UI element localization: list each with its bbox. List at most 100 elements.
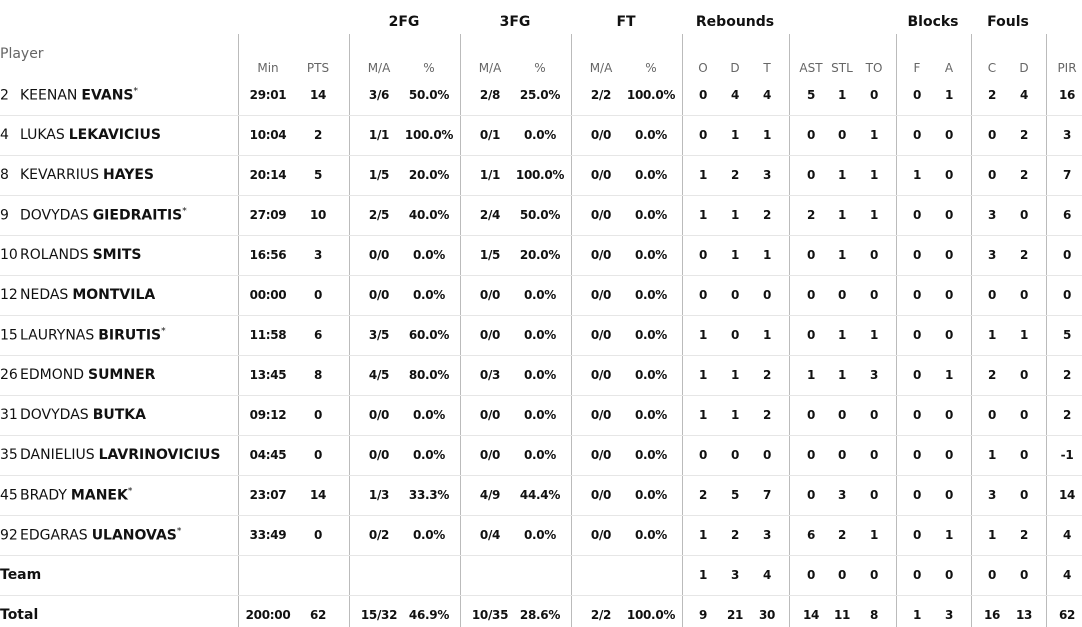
stat: 10 xyxy=(309,208,327,222)
stat: 0.0% xyxy=(523,528,557,542)
stat: 3 xyxy=(762,168,772,182)
stat: 2 xyxy=(1019,248,1029,262)
stat: 00:00 xyxy=(249,288,287,302)
stat: 60.0% xyxy=(408,328,450,342)
stat: 0 xyxy=(912,448,922,462)
stat: 100.0% xyxy=(626,88,676,102)
stat: 04:45 xyxy=(249,448,287,462)
stat: 0 xyxy=(806,408,816,422)
stat: 0 xyxy=(912,248,922,262)
stat: 11:58 xyxy=(249,328,287,342)
stat: 0/0 xyxy=(479,448,501,462)
stat: 0/0 xyxy=(590,168,612,182)
first-name: DOVYDAS xyxy=(20,407,89,423)
stat: 1 xyxy=(730,208,740,222)
stat: 13 xyxy=(1015,608,1033,622)
column-divider xyxy=(460,34,461,627)
stat: 0 xyxy=(869,568,879,582)
last-name: MANEK xyxy=(70,487,128,504)
stat: 0 xyxy=(987,168,997,182)
stat: 0 xyxy=(313,408,323,422)
stat: 2/2 xyxy=(590,88,612,102)
player-name: 92 EDGARAS ULANOVAS* xyxy=(0,527,181,544)
last-name: GIEDRAITIS xyxy=(92,207,183,224)
stat: 3 xyxy=(1062,128,1072,142)
stat: 3/6 xyxy=(368,88,390,102)
stat: 1 xyxy=(869,128,879,142)
stat: 0.0% xyxy=(634,368,668,382)
stat: 16 xyxy=(1058,88,1076,102)
stat: 0 xyxy=(1019,488,1029,502)
stat: 33:49 xyxy=(249,528,287,542)
player-name: 31 DOVYDAS BUTKA xyxy=(0,407,146,423)
stat: 100.0% xyxy=(404,128,454,142)
stat: 1 xyxy=(912,608,922,622)
number: 4 xyxy=(0,127,9,143)
last-name: SUMNER xyxy=(87,367,156,383)
starter-mark: * xyxy=(133,86,139,97)
number: 12 xyxy=(0,287,18,303)
column-header: D xyxy=(1019,61,1029,75)
stat: 10:04 xyxy=(249,128,287,142)
stat: 0 xyxy=(912,528,922,542)
row-divider xyxy=(0,555,1082,556)
player-name: 12 NEDAS MONTVILA xyxy=(0,287,155,303)
stat: 2/2 xyxy=(590,608,612,622)
stat: 20.0% xyxy=(408,168,450,182)
name: Total xyxy=(0,607,39,623)
first-name: DANIELIUS xyxy=(20,447,95,463)
number: 9 xyxy=(0,207,9,224)
stat: 16:56 xyxy=(249,248,287,262)
stat: 2 xyxy=(1062,408,1072,422)
stat: 1 xyxy=(1019,328,1029,342)
stat: -1 xyxy=(1060,448,1074,462)
stat: 0 xyxy=(912,128,922,142)
stat: 2/5 xyxy=(368,208,390,222)
row-divider xyxy=(0,115,1082,116)
stat: 0 xyxy=(1062,248,1072,262)
stat: 0 xyxy=(698,248,708,262)
stat: 0 xyxy=(806,328,816,342)
stat: 0/0 xyxy=(590,368,612,382)
stat: 6 xyxy=(1062,208,1072,222)
stat: 0 xyxy=(1019,408,1029,422)
player-name: Total xyxy=(0,607,38,623)
player-name: 15 LAURYNAS BIRUTIS* xyxy=(0,327,166,344)
stat: 14 xyxy=(1058,488,1076,502)
stat: 0 xyxy=(837,408,847,422)
stat: 4/9 xyxy=(479,488,501,502)
stat: 25.0% xyxy=(519,88,561,102)
stat: 0 xyxy=(313,288,323,302)
stat: 0 xyxy=(869,88,879,102)
stat: 0.0% xyxy=(523,328,557,342)
stat: 0/0 xyxy=(590,288,612,302)
stat: 2 xyxy=(837,528,847,542)
stat: 1/1 xyxy=(479,168,501,182)
stat: 14 xyxy=(802,608,820,622)
stat: 1 xyxy=(806,368,816,382)
row-divider xyxy=(0,515,1082,516)
stat: 1 xyxy=(698,408,708,422)
stat: 0/0 xyxy=(590,128,612,142)
stat: 0/3 xyxy=(479,368,501,382)
number: 31 xyxy=(0,407,18,423)
stat: 2 xyxy=(698,488,708,502)
stat: 1 xyxy=(698,168,708,182)
stat: 2 xyxy=(806,208,816,222)
stat: 21 xyxy=(726,608,744,622)
stat: 0.0% xyxy=(634,488,668,502)
stat: 46.9% xyxy=(408,608,450,622)
first-name: EDGARAS xyxy=(20,527,88,544)
stat: 0.0% xyxy=(523,368,557,382)
stat: 0 xyxy=(837,288,847,302)
stat: 2 xyxy=(762,208,772,222)
stat: 20.0% xyxy=(519,248,561,262)
stat: 5 xyxy=(313,168,323,182)
stat: 0 xyxy=(944,128,954,142)
stat: 62 xyxy=(309,608,327,622)
first-name: EDMOND xyxy=(20,367,84,383)
stat: 50.0% xyxy=(408,88,450,102)
stat: 0 xyxy=(869,248,879,262)
column-divider xyxy=(789,34,790,627)
first-name: BRADY xyxy=(20,487,67,504)
